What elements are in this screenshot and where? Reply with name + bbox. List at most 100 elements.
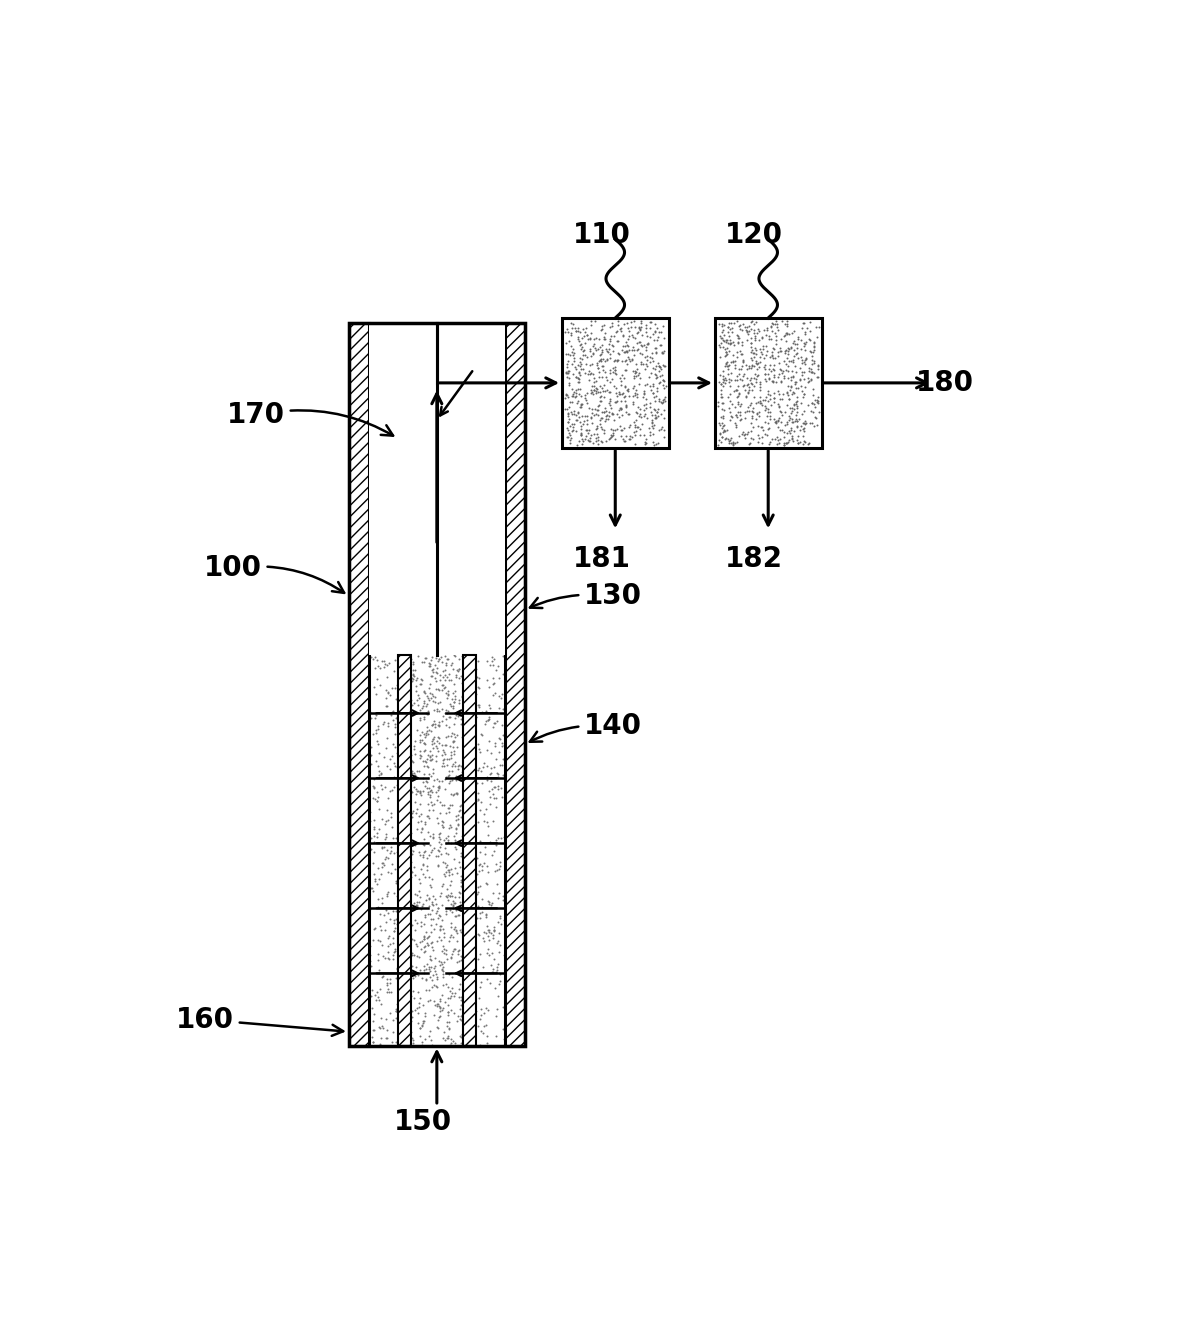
Point bbox=[712, 374, 731, 395]
Point bbox=[597, 370, 616, 391]
Point bbox=[746, 409, 765, 430]
Point bbox=[377, 912, 396, 933]
Point bbox=[579, 330, 598, 351]
Point bbox=[716, 369, 736, 390]
Point bbox=[360, 934, 379, 956]
Point bbox=[792, 415, 811, 436]
Point bbox=[382, 841, 401, 862]
Point bbox=[441, 1000, 460, 1021]
Point bbox=[576, 426, 596, 447]
Point bbox=[451, 666, 470, 687]
Point bbox=[431, 670, 450, 691]
Point bbox=[560, 430, 579, 451]
Point bbox=[445, 892, 464, 913]
Point bbox=[416, 647, 435, 668]
Point bbox=[768, 314, 787, 335]
Point bbox=[384, 734, 403, 755]
Point bbox=[783, 398, 803, 419]
Point bbox=[648, 432, 667, 453]
Point bbox=[462, 825, 481, 846]
Point bbox=[722, 406, 742, 427]
Point bbox=[559, 322, 578, 343]
Point bbox=[428, 855, 447, 876]
Point bbox=[428, 658, 447, 679]
Point bbox=[377, 737, 396, 758]
Point bbox=[721, 332, 740, 353]
Point bbox=[565, 348, 584, 369]
Point bbox=[761, 394, 780, 415]
Point bbox=[417, 717, 437, 738]
Point bbox=[570, 333, 590, 355]
Point bbox=[444, 849, 463, 870]
Point bbox=[468, 847, 487, 869]
Point bbox=[761, 385, 780, 406]
Point bbox=[385, 753, 404, 774]
Point bbox=[572, 358, 591, 380]
Point bbox=[803, 362, 822, 384]
Point bbox=[733, 365, 752, 386]
Point bbox=[600, 391, 620, 413]
Point bbox=[438, 887, 457, 908]
Point bbox=[398, 882, 417, 903]
Point bbox=[437, 1016, 456, 1037]
Point bbox=[445, 829, 464, 850]
Point bbox=[429, 846, 448, 867]
Point bbox=[725, 369, 744, 390]
Point bbox=[585, 368, 604, 389]
Point bbox=[373, 857, 392, 878]
Point bbox=[403, 663, 422, 684]
Point bbox=[609, 331, 628, 352]
Point bbox=[655, 386, 675, 407]
Point bbox=[440, 931, 459, 952]
Point bbox=[437, 940, 456, 961]
Point bbox=[557, 319, 576, 340]
Point bbox=[463, 818, 482, 840]
Point bbox=[440, 764, 459, 786]
Point bbox=[454, 884, 474, 905]
Point bbox=[415, 811, 434, 832]
Point bbox=[407, 778, 426, 799]
Point bbox=[415, 937, 434, 958]
Point bbox=[646, 390, 665, 411]
Point bbox=[793, 364, 812, 385]
Point bbox=[468, 923, 487, 944]
Point bbox=[439, 797, 458, 818]
Point bbox=[803, 413, 822, 434]
Point bbox=[488, 763, 507, 784]
Point bbox=[376, 948, 395, 969]
Point bbox=[393, 763, 413, 784]
Point bbox=[446, 726, 465, 747]
Point bbox=[713, 372, 732, 393]
Point bbox=[783, 431, 803, 452]
Point bbox=[489, 974, 508, 995]
Point bbox=[433, 936, 452, 957]
Point bbox=[787, 395, 806, 416]
Point bbox=[725, 355, 744, 376]
Point bbox=[748, 322, 767, 343]
Point bbox=[471, 791, 490, 812]
Point bbox=[470, 742, 489, 763]
Point bbox=[733, 319, 752, 340]
Point bbox=[624, 385, 643, 406]
Point bbox=[487, 1025, 506, 1046]
Point bbox=[788, 402, 807, 423]
Point bbox=[385, 941, 404, 962]
Point bbox=[432, 811, 451, 832]
Point bbox=[755, 348, 774, 369]
Point bbox=[435, 676, 454, 697]
Point bbox=[773, 419, 792, 440]
Point bbox=[462, 851, 481, 873]
Point bbox=[708, 395, 727, 416]
Point bbox=[795, 411, 814, 432]
Point bbox=[647, 380, 666, 401]
Point bbox=[383, 780, 402, 801]
Point bbox=[444, 941, 463, 962]
Point bbox=[444, 741, 463, 762]
Point bbox=[420, 966, 439, 987]
Point bbox=[563, 413, 582, 434]
Point bbox=[464, 1002, 483, 1023]
Point bbox=[567, 410, 586, 431]
Point bbox=[775, 368, 794, 389]
Point bbox=[593, 339, 612, 360]
Point bbox=[439, 717, 458, 738]
